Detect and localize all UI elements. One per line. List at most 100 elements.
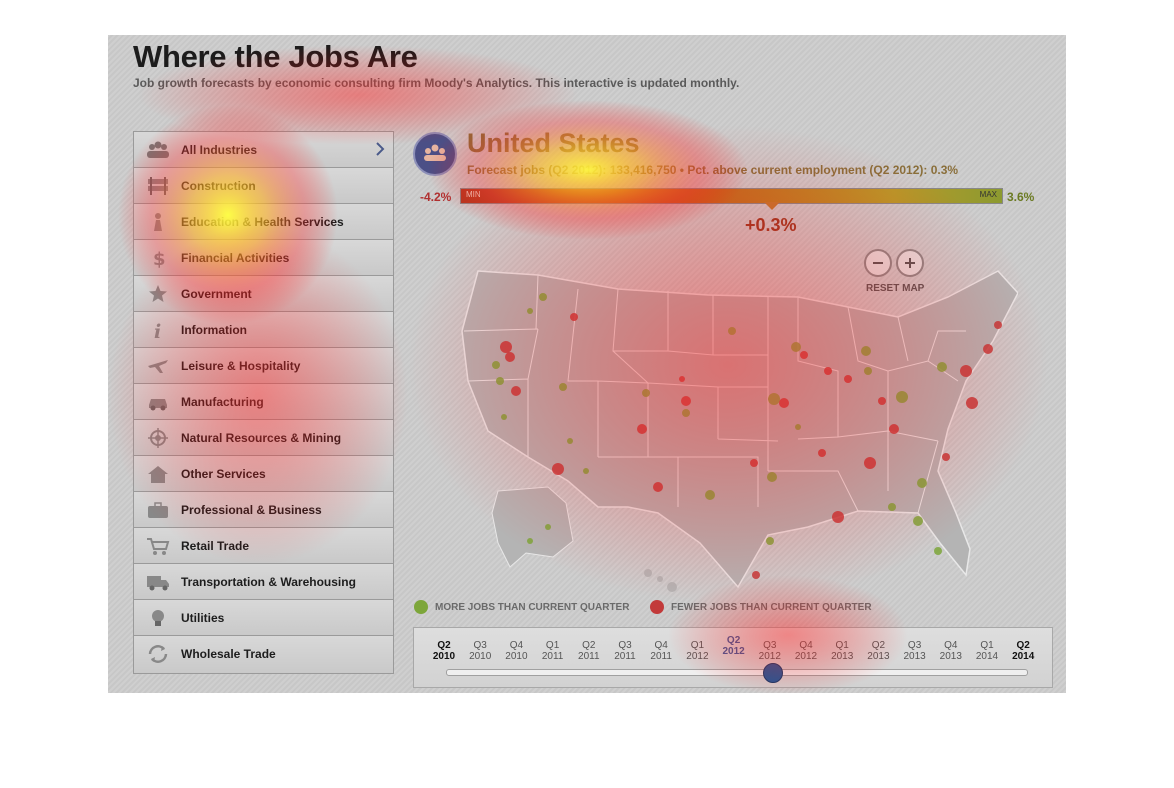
timeline-quarter[interactable]: Q3 2012 (752, 640, 788, 662)
industry-item-other-services[interactable]: Other Services (134, 456, 393, 492)
jobs-interactive: Where the Jobs Are Job growth forecasts … (108, 35, 1066, 693)
year-label: 2010 (469, 651, 492, 662)
scale-max-value: 3.6% (1007, 190, 1035, 204)
industry-item-leisure[interactable]: Leisure & Hospitality (134, 348, 393, 384)
industry-label: Financial Activities (181, 251, 290, 265)
quarter-label: Q4 (654, 640, 668, 651)
reset-map-button[interactable]: RESET MAP (866, 283, 925, 294)
year-label: 2012 (758, 651, 781, 662)
industry-item-wholesale[interactable]: Wholesale Trade (134, 636, 393, 673)
industry-list: All Industries Construction Education & … (133, 131, 394, 674)
timeline-quarter[interactable]: Q2 2014 (1005, 640, 1041, 662)
plus-icon (905, 258, 915, 268)
industry-item-information[interactable]: i Information (134, 312, 393, 348)
industry-item-transportation[interactable]: Transportation & Warehousing (134, 564, 393, 600)
quarter-label: Q4 (509, 640, 524, 651)
minus-icon (873, 262, 883, 264)
timeline-quarter[interactable]: Q4 2013 (933, 640, 969, 662)
timeline-slider-handle[interactable] (763, 663, 783, 683)
timeline-quarter[interactable]: Q4 2012 (788, 640, 824, 662)
quarter-label: Q2 (871, 640, 886, 651)
target-icon (148, 428, 168, 448)
year-label: 2012 (794, 651, 818, 662)
year-label: 2013 (831, 651, 854, 662)
legend-fewer-dot (650, 600, 664, 614)
change-scale-bar: MIN MAX (460, 188, 1003, 204)
timeline-quarter[interactable]: Q2 2012 (716, 635, 752, 657)
timeline-track[interactable] (446, 669, 1028, 676)
legend-more-dot (414, 600, 428, 614)
timeline-quarter[interactable]: Q2 2013 (860, 640, 896, 662)
house-icon (148, 466, 168, 483)
industry-label: Government (181, 287, 252, 301)
year-label: 2014 (975, 651, 999, 662)
industry-label: Wholesale Trade (181, 647, 276, 661)
year-label: 2011 (650, 651, 672, 662)
industry-item-education[interactable]: Education & Health Services (134, 204, 393, 240)
quarter-label: Q3 (763, 640, 777, 651)
year-label: 2011 (578, 651, 600, 662)
timeline-quarter[interactable]: Q2 2011 (571, 640, 607, 662)
region-title: United States (467, 128, 640, 158)
quarter-timeline: Q2 2010 Q3 2010 Q4 2010 Q1 2011 Q2 2011 Q3 2011 Q4 20… (413, 627, 1053, 688)
svg-text:$: $ (153, 249, 166, 268)
industry-item-government[interactable]: Government (134, 276, 393, 312)
industry-label: Manufacturing (181, 395, 264, 409)
zoom-in-button[interactable] (896, 249, 924, 277)
legend-more-label: MORE JOBS THAN CURRENT QUARTER (435, 602, 630, 613)
quarter-label: Q3 (907, 640, 922, 651)
year-label: 2012 (686, 651, 709, 662)
timeline-quarter[interactable]: Q1 2012 (679, 640, 715, 662)
us-map[interactable] (418, 231, 1018, 601)
year-label: 2013 (939, 651, 962, 662)
timeline-quarter[interactable]: Q1 2013 (824, 640, 860, 662)
quarter-label: Q1 (835, 640, 849, 651)
quarter-label: Q2 (726, 635, 741, 646)
industry-item-manufacturing[interactable]: Manufacturing (134, 384, 393, 420)
timeline-quarter[interactable]: Q1 2011 (535, 640, 571, 662)
zoom-out-button[interactable] (864, 249, 892, 277)
recycle-icon (148, 645, 168, 663)
quarter-label: Q2 (437, 640, 451, 651)
svg-text:i: i (154, 321, 161, 340)
industry-item-professional[interactable]: Professional & Business (134, 492, 393, 528)
industry-item-all-industries[interactable]: All Industries (134, 132, 393, 168)
industry-label: Professional & Business (181, 503, 322, 517)
industry-item-retail[interactable]: Retail Trade (134, 528, 393, 564)
timeline-quarter[interactable]: Q4 2011 (643, 640, 679, 662)
quarter-label: Q2 (1016, 640, 1030, 651)
quarter-label: Q3 (618, 640, 632, 651)
timeline-quarter[interactable]: Q1 2014 (969, 640, 1005, 662)
scale-min-value: -4.2% (420, 190, 452, 204)
timeline-quarter[interactable]: Q3 2010 (462, 640, 498, 662)
timeline-quarter[interactable]: Q4 2010 (498, 640, 534, 662)
scale-max-label: MAX (979, 190, 997, 199)
industry-item-utilities[interactable]: Utilities (134, 600, 393, 636)
industry-label: Transportation & Warehousing (181, 575, 356, 589)
industry-label: Natural Resources & Mining (181, 431, 342, 445)
star-seal-icon (149, 285, 167, 302)
cart-icon (147, 538, 170, 555)
industry-label: Leisure & Hospitality (181, 359, 301, 373)
timeline-quarter[interactable]: Q3 2011 (607, 640, 643, 662)
industry-label: All Industries (181, 143, 258, 157)
quarter-label: Q2 (582, 640, 596, 651)
timeline-quarter[interactable]: Q2 2010 (426, 640, 462, 662)
quarter-label: Q1 (690, 640, 705, 651)
industry-item-natural-resources[interactable]: Natural Resources & Mining (134, 420, 393, 456)
industry-item-financial[interactable]: $ Financial Activities (134, 240, 393, 276)
industry-item-construction[interactable]: Construction (134, 168, 393, 204)
timeline-quarter[interactable]: Q3 2013 (897, 640, 933, 662)
industry-label: Other Services (181, 467, 266, 481)
industry-label: Education & Health Services (181, 215, 344, 229)
legend-fewer-label: FEWER JOBS THAN CURRENT QUARTER (671, 602, 872, 613)
page-title: Where the Jobs Are (133, 39, 418, 74)
forecast-summary: Forecast jobs (Q2 2012): 133,416,750 • P… (467, 163, 959, 177)
people-icon (147, 141, 169, 158)
industry-label: Information (181, 323, 247, 337)
industry-label: Utilities (181, 611, 225, 625)
hawaii (644, 569, 677, 592)
page-subtitle: Job growth forecasts by economic consult… (133, 76, 740, 90)
scale-min-label: MIN (466, 190, 481, 199)
quarter-label: Q1 (545, 640, 560, 651)
